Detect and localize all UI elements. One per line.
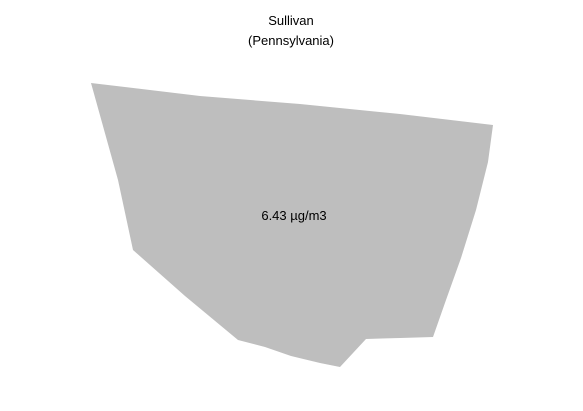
county-region-sullivan[interactable] <box>91 83 493 367</box>
map-title: Sullivan <box>268 13 314 28</box>
map-subtitle: (Pennsylvania) <box>248 33 334 48</box>
region-value-label: 6.43 µg/m3 <box>261 208 326 223</box>
